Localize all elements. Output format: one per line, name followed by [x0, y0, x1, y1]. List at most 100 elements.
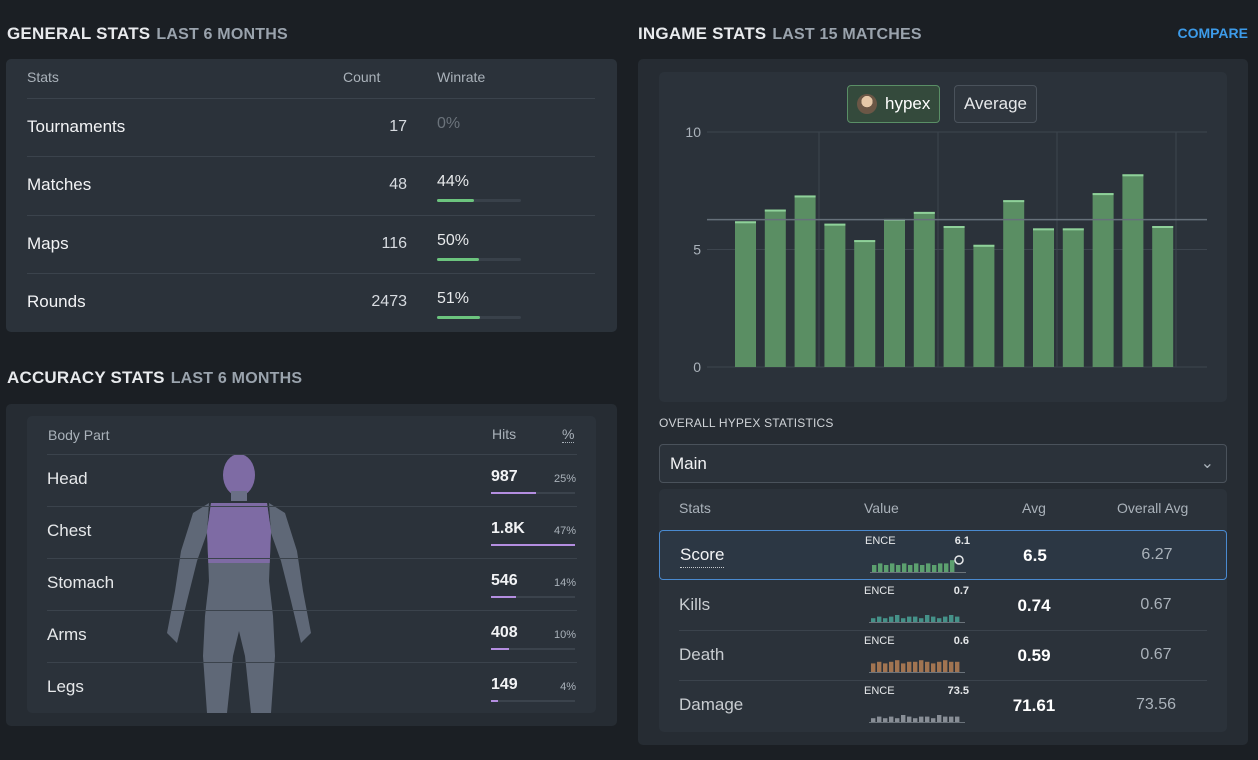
- spark-bar: [925, 661, 930, 673]
- spark-bar: [925, 716, 930, 723]
- spark-bar: [901, 618, 906, 623]
- chart-bar: [794, 195, 816, 367]
- spark-bar: [944, 563, 949, 573]
- chart-bar-top: [854, 240, 876, 243]
- row-label: Matches: [27, 175, 92, 194]
- row-count: 48: [389, 176, 407, 193]
- chart-bar-top: [943, 226, 965, 228]
- ingame-bar-chart: 0 5 10: [685, 124, 1207, 375]
- header-value: Value: [864, 500, 899, 516]
- toggle-average-label: Average: [964, 94, 1028, 113]
- spark-bar: [877, 716, 882, 723]
- spark-bar: [937, 715, 942, 723]
- row-value: 0.6: [953, 635, 969, 647]
- toggle-average-button[interactable]: Average: [954, 85, 1038, 123]
- figure-legs: [203, 616, 275, 713]
- accuracy-stats-title: ACCURACY STATS LAST 6 MONTHS: [7, 368, 302, 388]
- row-label: Chest: [47, 521, 92, 540]
- spark-bar: [877, 616, 882, 623]
- chart-bar: [943, 226, 965, 367]
- stats-row-damage[interactable]: Damage ENCE 73.5 71.61 73.56: [659, 681, 1227, 731]
- hits-bar-fill: [491, 648, 510, 650]
- spark-bar: [931, 718, 936, 723]
- chart-bar: [1092, 193, 1114, 367]
- y-tick-label: 5: [693, 242, 701, 258]
- chart-bar: [1033, 228, 1054, 367]
- spark-bar: [937, 661, 942, 673]
- spark-bar: [913, 718, 918, 723]
- spark-bar: [871, 663, 876, 673]
- row-label: Arms: [47, 625, 87, 644]
- row-label: Head: [47, 469, 88, 488]
- spark-bar: [889, 716, 894, 723]
- chart-bar-top: [1122, 174, 1144, 177]
- chart-bar: [1062, 228, 1084, 367]
- figure-arm-left: [167, 503, 209, 643]
- spark-bar: [919, 660, 924, 673]
- spark-bar: [913, 616, 918, 623]
- chart-bar-top: [973, 244, 995, 247]
- chart-bar-top: [1152, 226, 1174, 228]
- general-row-maps: Maps 116 50%: [27, 215, 595, 273]
- compare-link[interactable]: COMPARE: [1177, 25, 1248, 41]
- stats-row-score[interactable]: Score ENCE 6.1 6.5 6.27: [659, 530, 1227, 580]
- row-winrate: 0%: [437, 115, 461, 132]
- spark-bar: [901, 715, 906, 723]
- hits-bar: [491, 596, 575, 598]
- overall-stats-table: Stats Value Avg Overall Avg Score ENCE 6…: [659, 489, 1227, 732]
- chart-bar: [973, 244, 995, 367]
- sparkline: [869, 660, 965, 673]
- spark-bar: [871, 718, 876, 723]
- spark-bar: [943, 716, 948, 723]
- general-stats-subtitle: LAST 6 MONTHS: [156, 26, 288, 43]
- hits-bar: [491, 544, 575, 546]
- spark-bar: [908, 565, 913, 573]
- winrate-bar-fill: [437, 199, 474, 202]
- ingame-stats-title: INGAME STATS LAST 15 MATCHES: [638, 24, 922, 44]
- chart-bar-top: [1003, 200, 1025, 203]
- accuracy-inner-panel: Body Part Hits % Head 987 25% Chest 1.8K…: [27, 416, 596, 713]
- winrate-bar-fill: [437, 258, 479, 261]
- stats-row-kills[interactable]: Kills ENCE 0.7 0.74 0.67: [659, 581, 1227, 631]
- spark-bar: [932, 565, 937, 573]
- accuracy-row-head: Head 987 25%: [47, 454, 577, 506]
- figure-head: [223, 454, 255, 496]
- row-label: Legs: [47, 677, 84, 696]
- spark-bar: [938, 563, 943, 573]
- spark-bar: [872, 565, 877, 573]
- header-overall-avg: Overall Avg: [1117, 500, 1189, 516]
- general-stats-panel: Stats Count Winrate Tournaments 17 0% Ma…: [6, 59, 617, 332]
- spark-bar: [902, 563, 907, 573]
- row-pct: 14%: [553, 577, 576, 589]
- y-tick-label: 10: [685, 124, 701, 140]
- player-avatar: [857, 94, 877, 114]
- spark-bar: [883, 718, 888, 723]
- chart-bar: [824, 223, 846, 367]
- stats-mode-select[interactable]: Main ⌄: [659, 444, 1227, 483]
- row-hits: 1.8K: [491, 520, 525, 537]
- spark-bar: [937, 618, 942, 623]
- accuracy-stats-panel: Body Part Hits % Head 987 25% Chest 1.8K…: [6, 404, 617, 726]
- hits-bar: [491, 648, 575, 650]
- row-divider: [679, 680, 1207, 681]
- general-row-tournaments: Tournaments 17 0%: [27, 98, 595, 156]
- toggle-player-label: hypex: [885, 94, 931, 113]
- spark-bar: [925, 615, 930, 623]
- spark-bar: [955, 661, 960, 673]
- chart-bar: [735, 221, 756, 367]
- stats-row-death[interactable]: Death ENCE 0.6 0.59 0.67: [659, 631, 1227, 681]
- accuracy-row-arms: Arms 408 10%: [47, 610, 577, 662]
- spark-bar: [913, 661, 918, 673]
- row-overall-avg: 6.27: [1141, 546, 1173, 563]
- toggle-player-button[interactable]: hypex: [847, 85, 941, 123]
- spark-bar: [883, 618, 888, 623]
- row-pct: 25%: [553, 473, 576, 485]
- row-team: ENCE: [865, 535, 896, 547]
- header-hits: Hits: [492, 426, 517, 442]
- row-count: 2473: [371, 293, 407, 310]
- spark-bar: [914, 563, 919, 573]
- winrate-bar: [437, 199, 521, 202]
- spark-bar: [890, 563, 895, 573]
- row-overall-avg: 0.67: [1140, 596, 1172, 613]
- row-value: 0.7: [953, 585, 969, 597]
